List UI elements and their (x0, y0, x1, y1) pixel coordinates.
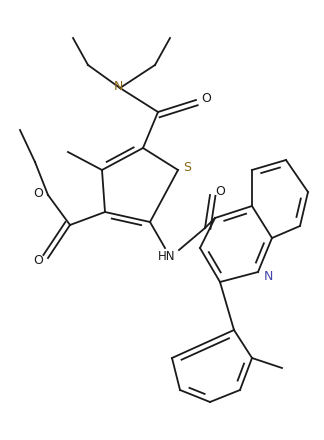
Text: O: O (33, 187, 43, 199)
Text: HN: HN (158, 249, 176, 263)
Text: O: O (215, 184, 225, 198)
Text: N: N (113, 80, 123, 92)
Text: N: N (263, 269, 273, 282)
Text: S: S (183, 161, 191, 173)
Text: O: O (33, 253, 43, 267)
Text: O: O (201, 92, 211, 105)
